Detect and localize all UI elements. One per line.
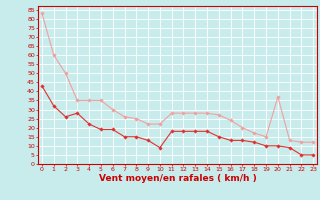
X-axis label: Vent moyen/en rafales ( km/h ): Vent moyen/en rafales ( km/h ) bbox=[99, 174, 256, 183]
